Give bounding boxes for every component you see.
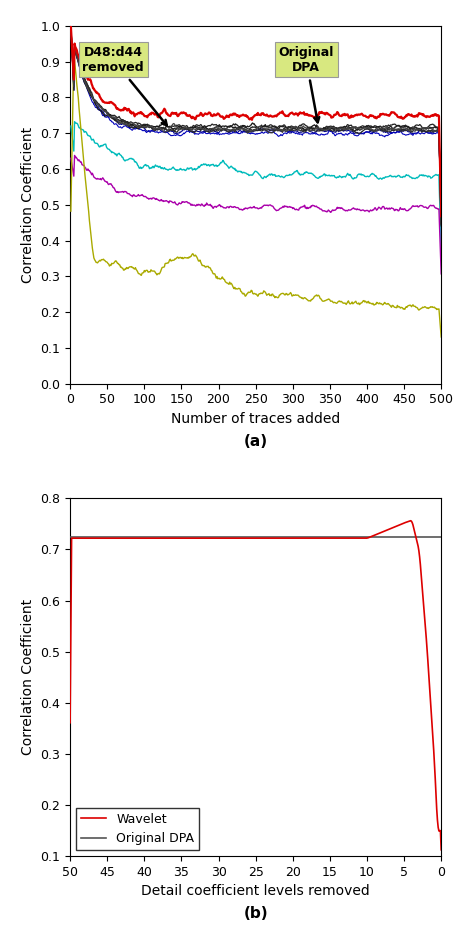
Wavelet <box>246 533 251 544</box>
Y-axis label: Correlation Coefficient: Correlation Coefficient <box>21 127 35 283</box>
Text: (a): (a) <box>244 434 268 449</box>
Text: D48:d44
removed: D48:d44 removed <box>82 46 167 126</box>
Legend: Wavelet, Original DPA: Wavelet, Original DPA <box>76 808 200 850</box>
Wavelet <box>244 533 249 544</box>
Line: Wavelet: Wavelet <box>70 521 441 850</box>
Original DPA <box>67 531 73 542</box>
Original DPA <box>246 531 251 542</box>
Wavelet <box>268 533 273 544</box>
Wavelet <box>438 844 444 855</box>
Y-axis label: Correlation Coefficient: Correlation Coefficient <box>21 599 35 755</box>
Original DPA <box>429 531 435 542</box>
Wavelet <box>288 533 294 544</box>
Original DPA <box>288 531 294 542</box>
Original DPA <box>438 531 444 542</box>
Wavelet <box>67 718 73 729</box>
Original DPA <box>268 531 273 542</box>
Original DPA <box>244 531 249 542</box>
Text: Original
DPA: Original DPA <box>278 46 334 122</box>
X-axis label: Detail coefficient levels removed: Detail coefficient levels removed <box>141 885 370 899</box>
X-axis label: Number of traces added: Number of traces added <box>171 412 340 426</box>
Wavelet <box>372 530 377 541</box>
Wavelet <box>430 733 436 744</box>
Wavelet <box>408 515 413 526</box>
Text: (b): (b) <box>243 906 268 921</box>
Original DPA <box>372 531 377 542</box>
